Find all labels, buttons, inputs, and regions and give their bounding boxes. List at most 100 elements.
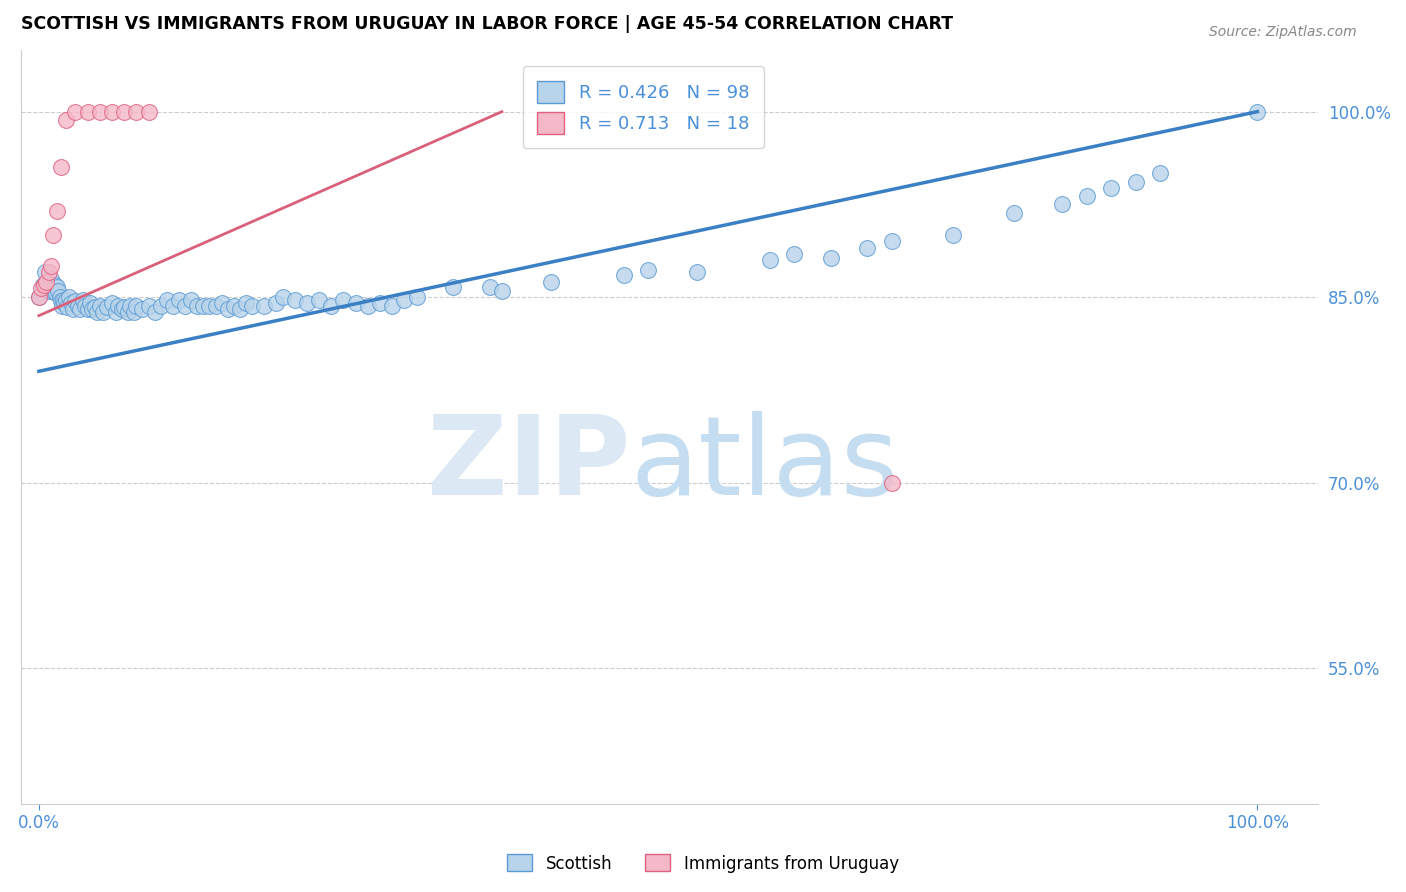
- Point: [72, 293, 94, 307]
- Point: [222, 299, 245, 313]
- Point: [686, 265, 709, 279]
- Point: [942, 228, 965, 243]
- Point: [66, 299, 89, 313]
- Point: [84, 300, 107, 314]
- Point: [112, 300, 135, 314]
- Point: [295, 296, 318, 310]
- Point: [111, 302, 134, 317]
- Text: Source: ZipAtlas.com: Source: ZipAtlas.com: [1209, 25, 1357, 39]
- Point: [82, 302, 104, 317]
- Point: [162, 299, 184, 313]
- Point: [381, 299, 404, 313]
- Point: [637, 263, 659, 277]
- Point: [32, 277, 55, 292]
- Legend: R = 0.426   N = 98, R = 0.713   N = 18: R = 0.426 N = 98, R = 0.713 N = 18: [523, 66, 763, 148]
- Point: [89, 299, 111, 313]
- Point: [38, 265, 60, 279]
- Point: [53, 296, 76, 310]
- Point: [65, 293, 87, 308]
- Point: [1149, 166, 1171, 180]
- Point: [93, 305, 115, 319]
- Point: [117, 305, 139, 319]
- Point: [1002, 206, 1025, 220]
- Point: [120, 299, 142, 313]
- Point: [344, 296, 367, 310]
- Point: [405, 290, 427, 304]
- Point: [321, 299, 343, 313]
- Point: [49, 161, 72, 175]
- Point: [59, 296, 82, 310]
- Point: [46, 203, 69, 218]
- Point: [235, 296, 257, 310]
- Point: [204, 299, 226, 313]
- Point: [104, 305, 127, 319]
- Text: SCOTTISH VS IMMIGRANTS FROM URUGUAY IN LABOR FORCE | AGE 45-54 CORRELATION CHART: SCOTTISH VS IMMIGRANTS FROM URUGUAY IN L…: [21, 15, 953, 33]
- Point: [55, 293, 77, 307]
- Point: [332, 293, 354, 307]
- Point: [55, 113, 77, 128]
- Point: [540, 275, 562, 289]
- Point: [1125, 175, 1147, 189]
- Point: [820, 251, 842, 265]
- Point: [69, 302, 91, 317]
- Text: atlas: atlas: [630, 411, 898, 518]
- Point: [143, 305, 166, 319]
- Point: [107, 299, 129, 313]
- Point: [186, 299, 208, 313]
- Point: [880, 235, 903, 249]
- Point: [308, 293, 330, 307]
- Point: [49, 293, 72, 308]
- Point: [240, 299, 263, 313]
- Point: [75, 299, 97, 313]
- Point: [62, 302, 84, 317]
- Point: [76, 302, 98, 317]
- Point: [441, 280, 464, 294]
- Point: [86, 305, 108, 319]
- Point: [51, 299, 73, 313]
- Point: [39, 259, 62, 273]
- Point: [39, 271, 62, 285]
- Point: [52, 293, 75, 307]
- Point: [42, 284, 65, 298]
- Point: [478, 280, 501, 294]
- Point: [149, 299, 172, 313]
- Point: [46, 280, 69, 294]
- Point: [229, 302, 252, 317]
- Point: [101, 296, 124, 310]
- Point: [41, 280, 63, 294]
- Point: [48, 290, 70, 304]
- Point: [112, 104, 135, 119]
- Point: [156, 293, 179, 307]
- Text: ZIP: ZIP: [427, 411, 630, 518]
- Point: [613, 268, 636, 282]
- Point: [89, 104, 111, 119]
- Point: [180, 293, 202, 307]
- Point: [198, 299, 221, 313]
- Point: [193, 299, 215, 313]
- Point: [96, 300, 118, 314]
- Point: [1076, 188, 1098, 202]
- Point: [44, 277, 66, 292]
- Point: [58, 290, 80, 304]
- Point: [266, 296, 288, 310]
- Point: [394, 293, 416, 307]
- Point: [28, 290, 51, 304]
- Point: [48, 284, 70, 298]
- Point: [138, 104, 160, 119]
- Point: [45, 286, 67, 301]
- Point: [1052, 197, 1074, 211]
- Point: [35, 275, 58, 289]
- Point: [76, 104, 98, 119]
- Point: [101, 104, 124, 119]
- Point: [217, 302, 239, 317]
- Point: [253, 299, 276, 313]
- Point: [357, 299, 380, 313]
- Point: [491, 284, 513, 298]
- Point: [174, 299, 197, 313]
- Point: [65, 104, 87, 119]
- Point: [759, 252, 782, 267]
- Point: [37, 277, 59, 292]
- Point: [167, 293, 190, 307]
- Point: [783, 247, 806, 261]
- Point: [56, 300, 79, 314]
